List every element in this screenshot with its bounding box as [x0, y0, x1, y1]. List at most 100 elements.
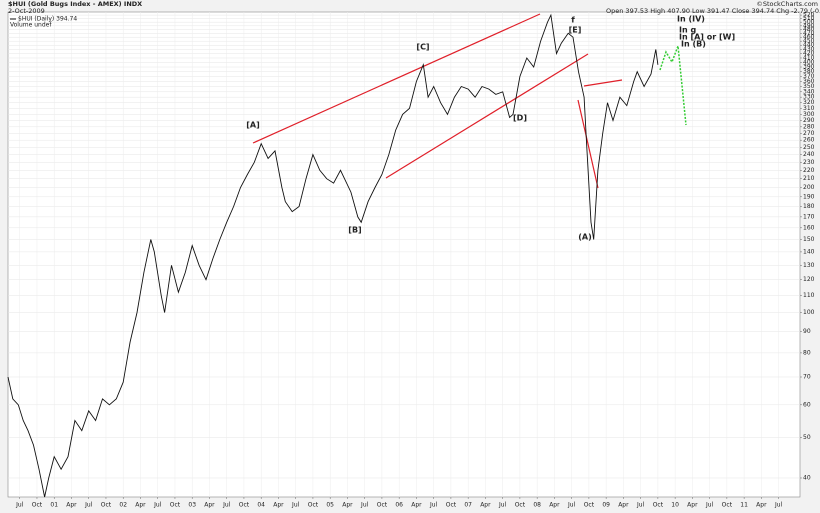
y-tick-label: 90 [803, 328, 811, 335]
x-tick-label: Apr [687, 502, 698, 509]
y-tick-label: 330 [803, 94, 815, 101]
y-tick-label: 260 [803, 137, 815, 144]
wave-label: In (IV) [677, 15, 705, 24]
y-tick-label: 450 [803, 38, 815, 45]
x-tick-label: Jul [636, 502, 645, 509]
y-tick-label: 440 [803, 42, 815, 49]
y-tick-label: 320 [803, 99, 815, 106]
y-tick-label: 220 [803, 167, 815, 174]
x-tick-label: Oct [584, 502, 595, 509]
x-tick-label: Oct [446, 502, 457, 509]
y-tick-label: 490 [803, 22, 815, 29]
y-tick-label: 180 [803, 203, 815, 210]
x-tick-label: Jul [774, 502, 783, 509]
wave-label: (A) [578, 233, 592, 242]
wave-label: [B] [348, 226, 361, 235]
chart-title: $HUI (Gold Bugs Index - AMEX) INDX [8, 0, 142, 8]
y-tick-label: 370 [803, 73, 815, 80]
y-tick-label: 120 [803, 276, 815, 283]
x-tick-label: Jul [153, 502, 162, 509]
y-tick-label: 510 [803, 15, 815, 22]
x-tick-label: 05 [326, 502, 334, 509]
x-tick-label: Oct [308, 502, 319, 509]
y-tick-label: 310 [803, 105, 815, 112]
y-tick-label: 360 [803, 78, 815, 85]
price-line [7, 13, 659, 498]
channel-bottom [385, 53, 589, 179]
y-tick-label: 420 [803, 50, 815, 57]
x-tick-label: Jul [705, 502, 714, 509]
y-tick-label: 520 [803, 12, 815, 19]
x-tick-label: Jul [360, 502, 369, 509]
y-tick-label: 170 [803, 213, 815, 220]
grid [8, 12, 800, 497]
y-tick-label: 500 [803, 19, 815, 26]
wave-line [583, 79, 623, 87]
channel-top [252, 13, 541, 144]
y-tick-label: 280 [803, 123, 815, 130]
plot-area [7, 11, 801, 498]
x-tick-label: 10 [671, 502, 679, 509]
y-tick-label: 480 [803, 26, 815, 33]
wave-label: [A] [246, 121, 260, 130]
y-tick-label: 340 [803, 88, 815, 95]
wave-line [577, 99, 599, 189]
x-tick-label: Apr [204, 502, 215, 509]
y-tick-label: 230 [803, 159, 815, 166]
wave-label: f [571, 16, 575, 25]
x-tick-label: Jul [15, 502, 24, 509]
x-tick-label: Oct [170, 502, 181, 509]
y-tick-label: 390 [803, 64, 815, 71]
x-tick-label: Oct [239, 502, 250, 509]
y-tick-label: 110 [803, 292, 815, 299]
x-tick-label: Oct [377, 502, 388, 509]
x-tick-label: 09 [602, 502, 610, 509]
x-tick-label: Oct [722, 502, 733, 509]
wave-label: In g [679, 26, 696, 35]
x-tick-label: Apr [342, 502, 353, 509]
x-tick-label: Apr [480, 502, 491, 509]
x-tick-label: Apr [273, 502, 284, 509]
y-tick-label: 210 [803, 175, 815, 182]
y-tick-label: 160 [803, 224, 815, 231]
y-tick-label: 200 [803, 184, 815, 191]
x-tick-label: Oct [515, 502, 526, 509]
y-tick-label: 400 [803, 59, 815, 66]
x-tick-label: 03 [188, 502, 196, 509]
y-tick-label: 70 [803, 373, 811, 380]
y-tick-label: 270 [803, 130, 815, 137]
x-tick-label: 06 [395, 502, 403, 509]
x-tick-label: Jul [291, 502, 300, 509]
x-tick-label: Jul [429, 502, 438, 509]
y-tick-label: 290 [803, 117, 815, 124]
y-tick-label: 470 [803, 30, 815, 37]
x-tick-label: 07 [464, 502, 472, 509]
y-tick-label: 60 [803, 401, 811, 408]
volume-note: Volume undef [10, 22, 52, 29]
wave-label: [C] [416, 43, 429, 52]
quote: Open 397.53 High 407.90 Low 391.47 Close… [606, 7, 820, 15]
wave-label: In (B) [681, 40, 706, 49]
x-tick-label: 08 [533, 502, 541, 509]
y-tick-label: 50 [803, 434, 811, 441]
x-tick-label: Oct [101, 502, 112, 509]
y-tick-label: 100 [803, 309, 815, 316]
y-tick-label: 130 [803, 262, 815, 269]
wave-label: In [A] or [W] [679, 33, 735, 42]
wave-label: [E] [569, 26, 582, 35]
trend-lines [252, 13, 623, 189]
y-tick-label: 240 [803, 151, 815, 158]
y-tick-label: 190 [803, 193, 815, 200]
y-tick-label: 250 [803, 144, 815, 151]
x-tick-label: Oct [32, 502, 43, 509]
y-tick-label: 40 [803, 474, 811, 481]
x-tick-label: 02 [119, 502, 127, 509]
y-tick-label: 460 [803, 34, 815, 41]
x-tick-label: Apr [549, 502, 560, 509]
legend-entry: $HUI (Daily) 394.74 [18, 16, 77, 23]
wave-label: [D] [513, 114, 527, 123]
x-tick-label: Apr [66, 502, 77, 509]
source: ©StockCharts.com [756, 0, 818, 8]
